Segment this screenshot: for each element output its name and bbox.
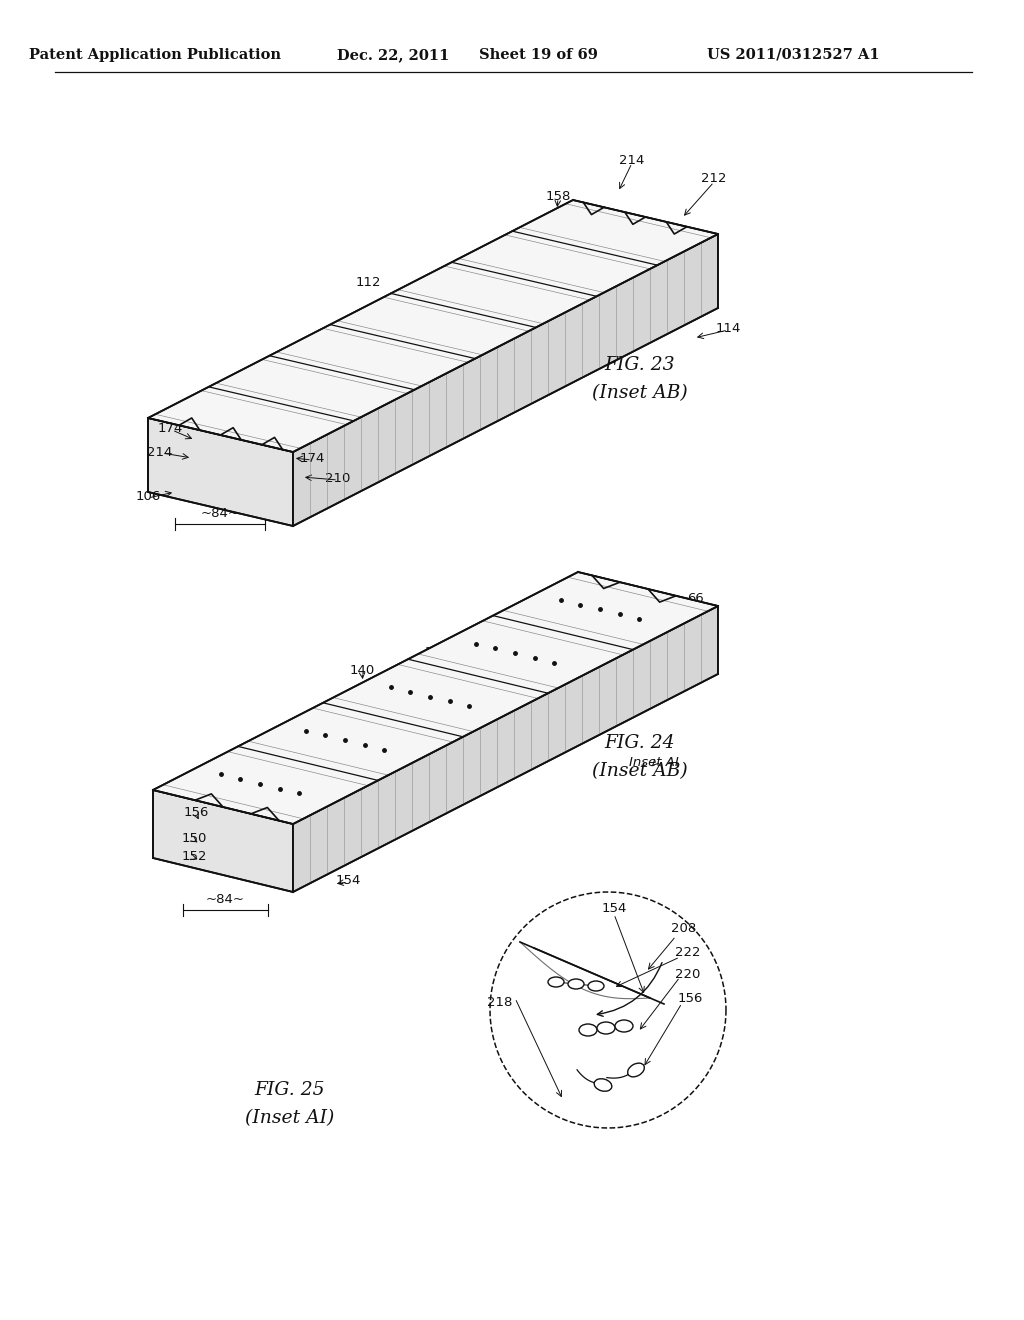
Text: 140: 140 — [349, 664, 375, 676]
Text: 158: 158 — [546, 190, 570, 202]
Text: 214: 214 — [147, 446, 173, 458]
Text: FIG. 24: FIG. 24 — [605, 734, 675, 752]
Ellipse shape — [594, 1078, 611, 1092]
Text: 150: 150 — [181, 832, 207, 845]
Text: FIG. 23: FIG. 23 — [605, 356, 675, 374]
Text: 174: 174 — [299, 451, 325, 465]
Ellipse shape — [579, 1024, 597, 1036]
Text: 208: 208 — [672, 921, 696, 935]
Text: 156: 156 — [544, 611, 568, 624]
Text: ~84~: ~84~ — [206, 894, 245, 906]
Text: 208: 208 — [425, 645, 451, 659]
Text: 218: 218 — [487, 997, 513, 1010]
Text: 114: 114 — [716, 322, 740, 334]
Text: (Inset AB): (Inset AB) — [592, 762, 688, 780]
Polygon shape — [153, 789, 293, 892]
Text: 156: 156 — [280, 738, 305, 751]
Text: 214: 214 — [620, 153, 645, 166]
Text: 154: 154 — [601, 902, 627, 915]
Polygon shape — [293, 234, 718, 525]
Polygon shape — [153, 572, 718, 824]
Text: Inset AI: Inset AI — [629, 755, 679, 768]
Text: Dec. 22, 2011: Dec. 22, 2011 — [337, 48, 450, 62]
Text: 106: 106 — [135, 490, 161, 503]
Text: (Inset AI): (Inset AI) — [246, 1109, 335, 1127]
Text: 112: 112 — [355, 276, 381, 289]
Text: 152: 152 — [181, 850, 207, 862]
Text: 212: 212 — [701, 172, 727, 185]
Text: 154: 154 — [213, 766, 239, 779]
Ellipse shape — [628, 1063, 644, 1077]
Polygon shape — [148, 201, 718, 451]
Text: US 2011/0312527 A1: US 2011/0312527 A1 — [707, 48, 880, 62]
Text: FIG. 25: FIG. 25 — [255, 1081, 326, 1100]
Text: 222: 222 — [675, 945, 700, 958]
Ellipse shape — [568, 979, 584, 989]
Text: 220: 220 — [675, 968, 700, 981]
Text: 66: 66 — [688, 591, 705, 605]
Ellipse shape — [548, 977, 564, 987]
Text: 174: 174 — [158, 421, 182, 434]
Text: Sheet 19 of 69: Sheet 19 of 69 — [478, 48, 597, 62]
Polygon shape — [148, 418, 293, 525]
Ellipse shape — [588, 981, 604, 991]
Polygon shape — [293, 606, 718, 892]
Text: ~84~: ~84~ — [201, 507, 240, 520]
Text: 138: 138 — [462, 627, 487, 640]
Ellipse shape — [597, 1022, 615, 1034]
Text: 210: 210 — [326, 471, 350, 484]
Text: (Inset AB): (Inset AB) — [592, 384, 688, 403]
Text: Patent Application Publication: Patent Application Publication — [29, 48, 281, 62]
Ellipse shape — [615, 1020, 633, 1032]
Text: 156: 156 — [677, 991, 702, 1005]
Text: 156: 156 — [183, 805, 209, 818]
Text: 154: 154 — [335, 874, 360, 887]
